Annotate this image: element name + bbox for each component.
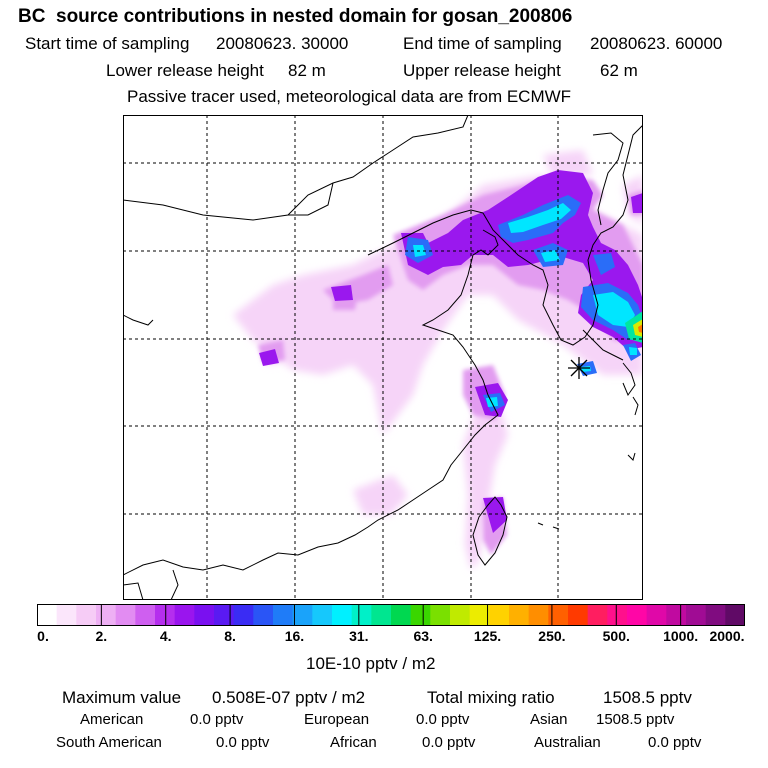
colorbar-cell	[115, 604, 136, 626]
tracer-note: Passive tracer used, meteorological data…	[127, 87, 572, 106]
lat-lon-grid	[123, 115, 643, 600]
colorbar-cell	[194, 604, 215, 626]
colorbar-cell	[686, 604, 707, 626]
colorbar-tick-label: 250.	[538, 628, 566, 644]
region-american-value: 0.0 pptv	[190, 711, 244, 728]
receptor-marker-icon	[568, 357, 590, 379]
region-european-value: 0.0 pptv	[416, 711, 470, 728]
colorbar-cell	[135, 604, 156, 626]
colorbar-cell	[253, 604, 274, 626]
plume-cyan	[413, 203, 637, 407]
start-time-label: Start time of sampling	[25, 34, 190, 53]
region-african-value: 0.0 pptv	[422, 734, 476, 751]
region-south-american-name: South American	[56, 734, 162, 751]
colorbar-cell	[528, 604, 549, 626]
colorbar-cell	[666, 604, 687, 626]
colorbar	[37, 604, 745, 626]
region-australian-value: 0.0 pptv	[648, 734, 702, 751]
colorbar-cell	[568, 604, 589, 626]
plume-field	[233, 150, 643, 570]
colorbar-cell	[489, 604, 510, 626]
colorbar-tick-label: 1000.	[663, 628, 699, 644]
colorbar-cell	[627, 604, 648, 626]
colorbar-cell	[233, 604, 254, 626]
colorbar-cell	[705, 604, 726, 626]
colorbar-cell	[312, 604, 333, 626]
chart-title: BC source contributions in nested domain…	[18, 6, 573, 27]
colorbar-cell	[587, 604, 608, 626]
colorbar-cell	[391, 604, 412, 626]
max-value: 0.508E-07 pptv / m2	[212, 688, 366, 707]
colorbar-tick-label: 2000.	[709, 628, 745, 644]
colorbar-cell	[351, 604, 372, 626]
region-european-name: European	[304, 711, 370, 728]
colorbar-cell	[214, 604, 235, 626]
colorbar-cell	[607, 604, 628, 626]
region-american-name: American	[80, 711, 144, 728]
max-value-label: Maximum value	[62, 688, 182, 707]
colorbar-cell	[646, 604, 667, 626]
colorbar-cell	[292, 604, 313, 626]
colorbar-cell	[273, 604, 294, 626]
colorbar-frame	[37, 604, 745, 626]
total-mixing-label: Total mixing ratio	[427, 688, 555, 707]
start-time-value: 20080623. 30000	[216, 34, 349, 53]
colorbar-cell	[469, 604, 490, 626]
region-asian-name: Asian	[530, 711, 568, 728]
colorbar-cell	[76, 604, 97, 626]
colorbar-tick-label: 500.	[602, 628, 630, 644]
colorbar-cell	[96, 604, 117, 626]
colorbar-tick-label: 63.	[413, 628, 433, 644]
lower-release-label: Lower release height	[106, 61, 264, 80]
colorbar-cell	[509, 604, 530, 626]
colorbar-tick-label: 125.	[473, 628, 502, 644]
colorbar-cell	[725, 604, 745, 626]
coastlines	[123, 115, 643, 600]
map-frame	[123, 115, 643, 600]
colorbar-cell	[37, 604, 58, 626]
colorbar-tick-label: 0.	[37, 628, 49, 644]
colorbar-tick-label: 2.	[95, 628, 108, 644]
upper-release-label: Upper release height	[403, 61, 561, 80]
region-asian-value: 1508.5 pptv	[596, 711, 675, 728]
colorbar-cell	[332, 604, 353, 626]
colorbar-cell	[410, 604, 431, 626]
region-south-american-value: 0.0 pptv	[216, 734, 270, 751]
colorbar-tick-label: 8.	[224, 628, 236, 644]
end-time-label: End time of sampling	[403, 34, 562, 53]
colorbar-tick-label: 31.	[349, 628, 369, 644]
colorbar-cell	[450, 604, 471, 626]
total-mixing-value: 1508.5 pptv	[603, 688, 692, 707]
lower-release-value: 82 m	[288, 61, 326, 80]
region-african-name: African	[330, 734, 377, 751]
colorbar-cell	[371, 604, 392, 626]
colorbar-cell	[548, 604, 569, 626]
colorbar-cell	[56, 604, 77, 626]
plume-hotspot	[625, 311, 643, 343]
region-australian-name: Australian	[534, 734, 601, 751]
colorbar-cell	[174, 604, 195, 626]
end-time-value: 20080623. 60000	[590, 34, 723, 53]
upper-release-value: 62 m	[600, 61, 638, 80]
colorbar-tick-label: 16.	[284, 628, 305, 644]
colorbar-unit: 10E-10 pptv / m2	[306, 654, 436, 673]
colorbar-cell	[430, 604, 451, 626]
colorbar-tick-label: 4.	[159, 628, 172, 644]
source-contribution-map	[123, 115, 643, 600]
colorbar-cell	[155, 604, 176, 626]
